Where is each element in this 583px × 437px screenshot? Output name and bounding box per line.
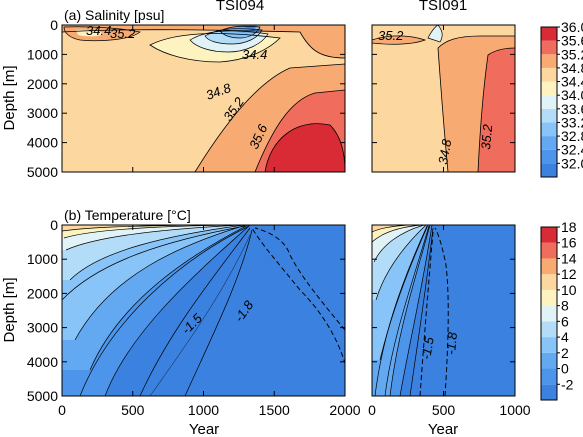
x-tick-label: 2000 [329,402,360,418]
y-tick-label: 1000 [27,251,58,267]
colorbar-label: 18 [561,219,577,235]
colorbar-label: -2 [561,376,574,392]
subplot-title-left: TSI094 [216,0,264,14]
colorbar-swatch [541,163,557,177]
colorbar-swatch [541,27,557,41]
x-tick-label: 0 [368,402,376,418]
contour-label: 34.4 [242,47,267,62]
temperature-left-field [62,225,345,396]
subplot-title-right: TSI091 [419,0,467,14]
colorbar-label: 35.6 [561,33,583,49]
colorbar-label: 36.0 [561,19,583,35]
colorbar-label: 14 [561,250,577,266]
colorbar-swatch [541,81,557,96]
colorbar-swatch [541,54,557,68]
colorbar-swatch [541,305,557,322]
colorbar-swatch [541,384,557,400]
colorbar-label: 12 [561,266,577,282]
x-tick-label: 500 [121,402,145,418]
colorbar-swatch [541,67,557,82]
panel-a-label: (a) Salinity [psu] [64,7,164,23]
colorbar-label: 6 [561,313,569,329]
y-tick-label: 5000 [27,164,58,180]
colorbar-label: 8 [561,298,569,314]
xlabel-left: Year [189,421,219,437]
colorbar-swatch [541,149,557,164]
colorbar-swatch [541,227,557,243]
y-tick-label: 2000 [27,76,58,92]
colorbar-label: 32.4 [561,142,583,158]
colorbar-label: 34.8 [561,60,583,76]
contour-label: -1.8 [443,331,460,355]
y-tick-label: 0 [50,217,58,233]
x-tick-label: 1500 [259,402,290,418]
colorbar-label: 4 [561,329,569,345]
y-tick-label: 5000 [27,388,58,404]
colorbar-label: 32.8 [561,128,583,144]
y-tick-label: 1000 [27,46,58,62]
y-tick-label: 4000 [27,135,58,151]
colorbar-swatch [541,274,557,290]
colorbar-label: 10 [561,282,577,298]
salinity-left-field [62,25,345,172]
colorbar-label: 2 [561,345,569,361]
colorbar-swatch [541,95,557,109]
colorbar-swatch [541,136,557,150]
colorbar-swatch [541,122,557,137]
ylabel-a: Depth [m] [1,65,18,130]
xlabel-right: Year [428,421,458,437]
contour-label: -1.5 [418,335,437,360]
colorbar-swatch [541,40,557,55]
colorbar-swatch [541,352,557,369]
colorbar-swatch [541,258,557,275]
panel-b-label: (b) Temperature [°C] [64,207,191,223]
ylabel-b: Depth [m] [1,277,18,342]
contour-label: 34.8 [435,137,454,165]
y-tick-label: 3000 [27,320,58,336]
colorbar-swatch [541,368,557,385]
y-tick-label: 0 [50,17,58,33]
colorbar-label: 35.2 [561,46,583,62]
colorbar-frame [540,26,558,178]
colorbar-swatch [541,289,557,306]
salinity-right-field [372,25,515,172]
contour-label: 35.2 [478,123,495,150]
colorbar-swatch [541,108,557,123]
x-tick-label: 500 [432,402,456,418]
x-tick-label: 1000 [499,402,530,418]
colorbar-swatch [541,321,557,338]
temperature-right-field [372,225,515,396]
colorbar-label: 33.6 [561,101,583,117]
y-tick-label: 4000 [27,354,58,370]
colorbar-swatch [541,242,557,259]
contour-label: 34.4 [86,23,111,38]
colorbar-label: 0 [561,361,569,377]
colorbar-label: 33.2 [561,114,583,130]
x-tick-label: 0 [58,402,66,418]
x-tick-label: 1000 [188,402,219,418]
y-tick-label: 3000 [27,105,58,121]
y-tick-label: 2000 [27,285,58,301]
salinity-colorbar: 32.032.432.833.233.634.034.434.835.235.6… [540,19,583,178]
colorbar-label: 16 [561,235,577,251]
colorbar-swatch [541,337,557,353]
colorbar-frame [540,226,558,401]
colorbar-label: 34.4 [561,74,583,90]
colorbar-label: 34.0 [561,87,583,103]
contour-label: 35.2 [378,28,404,43]
contour-label: 35.2 [110,26,136,41]
colorbar-label: 32.0 [561,155,583,171]
